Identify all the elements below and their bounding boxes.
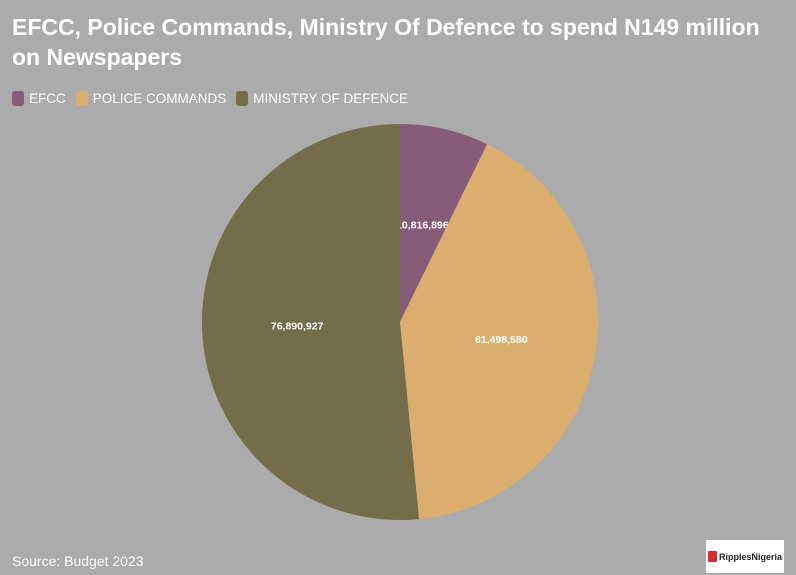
legend-item-efcc[interactable]: EFCC (12, 91, 66, 106)
chart-legend: EFCC POLICE COMMANDS MINISTRY OF DEFENCE (12, 91, 418, 106)
ripples-nigeria-logo: RipplesNigeria (706, 540, 784, 573)
legend-label-ministry-of-defence: MINISTRY OF DEFENCE (253, 91, 409, 106)
logo-mark-icon (707, 551, 717, 562)
slice-value-label-police-commands: 61,498,580 (475, 334, 528, 346)
slice-value-label-ministry-of-defence: 76,890,927 (271, 321, 324, 333)
legend-item-police-commands[interactable]: POLICE COMMANDS (75, 91, 227, 106)
slice-value-label-efcc: 10,816,896 (396, 219, 449, 231)
legend-item-ministry-of-defence[interactable]: MINISTRY OF DEFENCE (236, 91, 408, 106)
legend-swatch-police-commands (75, 91, 88, 106)
pie-slice-ministry-of-defence[interactable] (202, 124, 420, 520)
logo-text: RipplesNigeria (718, 551, 783, 562)
pie-slice-police-commands[interactable] (400, 144, 598, 520)
legend-label-efcc: EFCC (29, 91, 66, 106)
legend-swatch-ministry-of-defence (236, 91, 249, 106)
pie-slice-efcc[interactable] (400, 124, 488, 322)
chart-title: EFCC, Police Commands, Ministry Of Defen… (12, 14, 760, 70)
legend-label-police-commands: POLICE COMMANDS (92, 91, 227, 106)
legend-swatch-efcc (12, 91, 24, 106)
source-note: Source: Budget 2023 (12, 553, 144, 569)
